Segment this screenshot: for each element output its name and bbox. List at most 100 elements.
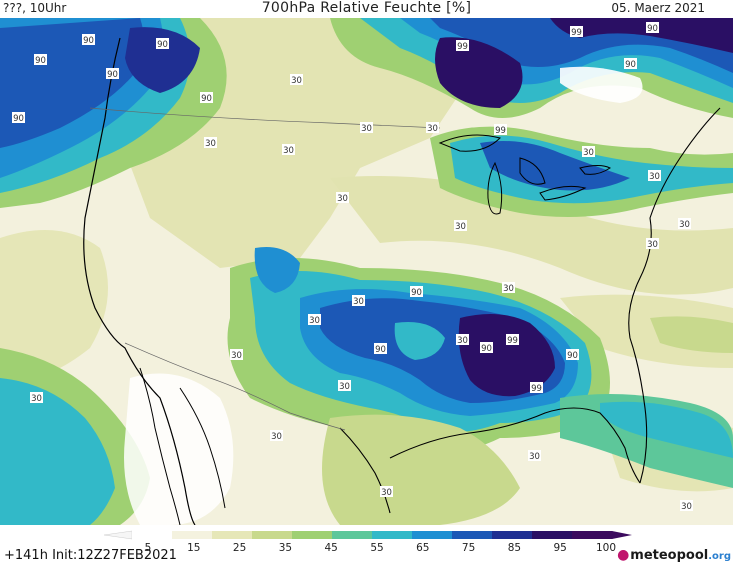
humidity-map: 90 90 90 90 90 90 99 99 90 90 99 30 30 30 30 30 30 30 30 30…	[0, 18, 733, 525]
contour-label-bg	[456, 334, 469, 345]
humidity-region-light	[330, 176, 733, 295]
contour-label-bg	[336, 192, 349, 203]
contour-label-bg	[360, 122, 373, 133]
scale-swatch	[532, 531, 573, 539]
contour-label-bg	[646, 238, 659, 249]
run-info: +141h Init:12Z27FEB2021	[4, 548, 177, 563]
atlantic-coastline	[628, 107, 721, 484]
contour-label: 30	[361, 124, 372, 134]
color-scale	[103, 530, 632, 540]
scale-swatch	[572, 531, 613, 539]
scale-tick-label: 75	[461, 542, 476, 554]
contour-label: 30	[503, 284, 514, 294]
scale-swatch	[132, 531, 173, 539]
contour-label-bg	[680, 500, 693, 511]
contour-label: 30	[271, 432, 282, 442]
humidity-region-wet	[254, 247, 300, 293]
contour-label: 99	[507, 336, 518, 346]
scale-arrow-left	[103, 530, 133, 540]
lake-michigan	[487, 161, 503, 215]
scale-tick-label: 35	[278, 542, 293, 554]
contour-label-bg	[82, 34, 95, 45]
humidity-region-saturated	[435, 37, 523, 108]
contour-label-bg	[480, 342, 493, 353]
brand-main: meteopool	[630, 548, 709, 563]
scale-tick-label: 55	[370, 542, 384, 554]
contour-label: 90	[567, 351, 578, 361]
contour-label: 90	[481, 344, 492, 354]
brand-logo[interactable]: ●meteopool.org	[617, 547, 731, 563]
scale-swatch	[332, 531, 373, 539]
contour-label: 30	[529, 452, 540, 462]
contour-label: 90	[157, 40, 168, 50]
contour-label: 30	[381, 488, 392, 498]
contour-label-bg	[156, 38, 169, 49]
contour-label-bg	[282, 144, 295, 155]
humidity-region-wet	[600, 401, 733, 458]
contour-label: 30	[679, 220, 690, 230]
us-mexico-border	[124, 342, 346, 431]
contour-label: 30	[681, 502, 692, 512]
us-canada-border	[89, 107, 441, 129]
contour-label-bg	[410, 286, 423, 297]
contour-label-bg	[624, 58, 637, 69]
contour-label-bg	[426, 122, 439, 133]
scale-tick-label: 95	[553, 542, 567, 554]
map-title: 700hPa Relative Feuchte [%]	[261, 0, 472, 16]
contour-label-bg	[506, 334, 519, 345]
contour-label: 90	[35, 56, 46, 66]
scale-tick-label: 85	[507, 542, 522, 554]
scale-swatch	[172, 531, 213, 539]
contour-label: 30	[647, 240, 658, 250]
contour-label: 99	[531, 384, 542, 394]
contour-label-bg	[380, 486, 393, 497]
contour-label-bg	[646, 22, 659, 33]
contour-label-bg	[106, 68, 119, 79]
contour-label: 90	[625, 60, 636, 70]
lake-huron	[519, 157, 546, 185]
lake-erie	[539, 185, 587, 201]
contour-label-bg	[200, 92, 213, 103]
contour-label: 30	[291, 76, 302, 86]
humidity-region-saturated	[125, 27, 200, 93]
header-bar: ???, 10Uhr 700hPa Relative Feuchte [%] 0…	[0, 0, 733, 18]
contour-label-bg	[374, 343, 387, 354]
contour-label: 30	[455, 222, 466, 232]
contour-label: 90	[411, 288, 422, 298]
contour-label-bg	[290, 74, 303, 85]
baja-coastline	[139, 367, 181, 525]
contour-label-bg	[30, 392, 43, 403]
scale-swatch	[452, 531, 493, 539]
humidity-region-light	[0, 230, 108, 380]
scale-swatch	[292, 531, 333, 539]
contour-label: 30	[31, 394, 42, 404]
contour-label-bg	[582, 146, 595, 157]
legend: 5 15 25 35 45 55 65 75 85 95 100 +141h Init:12Z27F…	[0, 525, 733, 566]
contour-label: 30	[337, 194, 348, 204]
contour-label: 30	[283, 146, 294, 156]
contour-label: 90	[201, 94, 212, 104]
contour-label: 90	[375, 345, 386, 355]
contour-label: 90	[647, 24, 658, 34]
contour-label-bg	[566, 349, 579, 360]
contour-label: 30	[457, 336, 468, 346]
brand-icon: ●	[617, 547, 630, 563]
contour-label-bg	[12, 112, 25, 123]
contour-label: 90	[107, 70, 118, 80]
contour-label-bg	[34, 54, 47, 65]
contour-label-bg	[530, 382, 543, 393]
contour-label: 90	[13, 114, 24, 124]
humidity-region-saturated	[550, 18, 733, 53]
contour-label-bg	[502, 282, 515, 293]
contour-label: 99	[571, 28, 582, 38]
map-canvas: 90 90 90 90 90 90 99 99 90 90 99 30 30 30 30 30 30 30 30 30…	[0, 18, 733, 525]
humidity-region-moderate	[322, 414, 520, 525]
scale-tick-label: 100	[595, 542, 617, 554]
contour-label-bg	[230, 349, 243, 360]
pacific-coastline	[83, 37, 196, 525]
contour-label-bg	[678, 218, 691, 229]
humidity-region-very-wet	[480, 140, 630, 191]
scale-arrow-right	[612, 531, 632, 539]
contour-label-bg	[308, 314, 321, 325]
lake-ontario	[579, 165, 611, 175]
